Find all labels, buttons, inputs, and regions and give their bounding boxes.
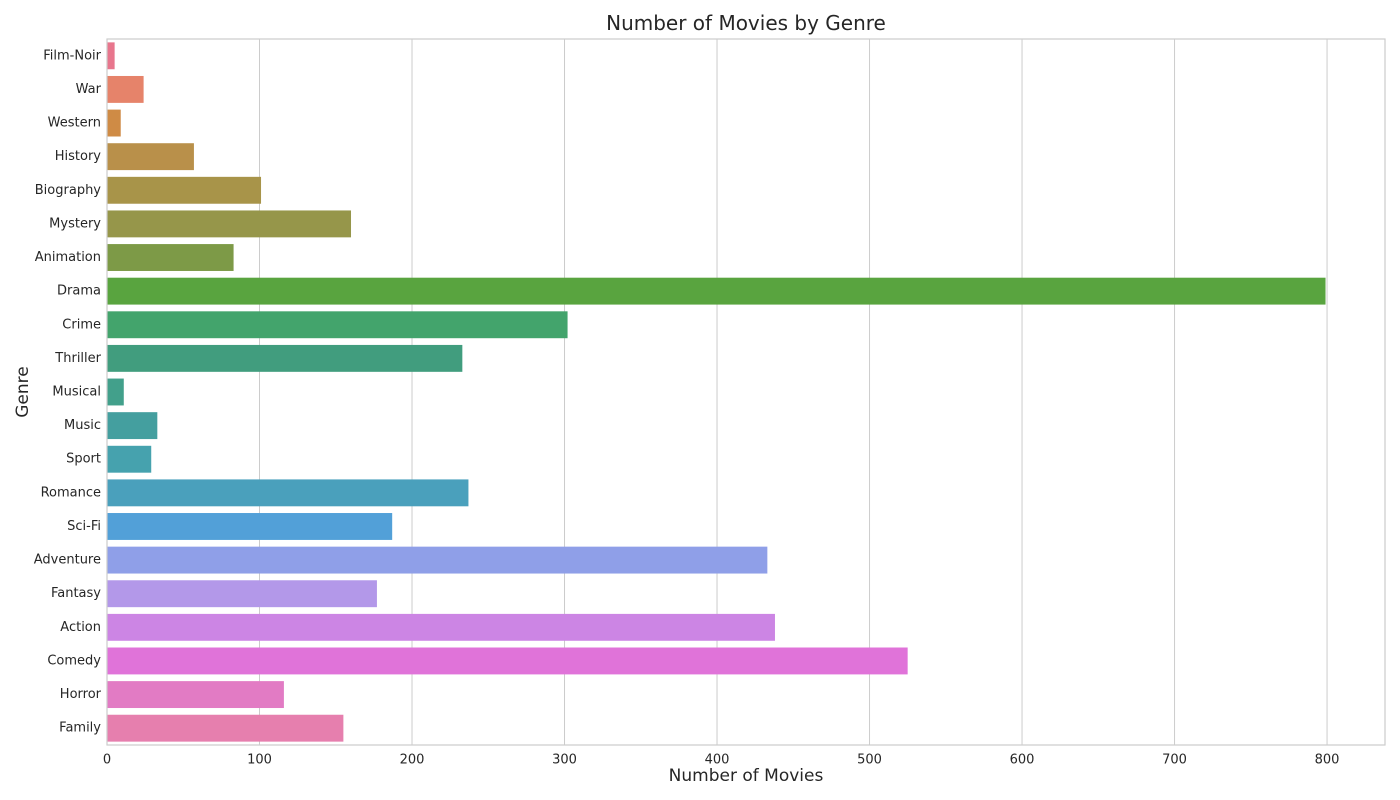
y-tick-label: Sport (66, 452, 101, 467)
bar-music (107, 412, 158, 440)
bar-war (107, 75, 144, 103)
y-tick-label: Family (59, 721, 101, 736)
y-tick-label: Film-Noir (43, 48, 101, 63)
x-tick-label: 300 (552, 753, 577, 768)
bar-crime (107, 311, 568, 339)
y-tick-label: History (55, 149, 102, 164)
y-tick-label: Romance (41, 485, 101, 500)
y-tick-label: Horror (60, 687, 102, 702)
bar-thriller (107, 344, 463, 372)
bar-film-noir (107, 42, 115, 70)
y-tick-label: Action (60, 620, 101, 635)
x-tick-label: 700 (1162, 753, 1187, 768)
x-tick-label: 0 (103, 753, 111, 768)
x-tick-label: 500 (857, 753, 882, 768)
x-tick-label: 800 (1315, 753, 1340, 768)
bar-comedy (107, 647, 908, 675)
bar-horror (107, 681, 284, 709)
x-tick-label: 600 (1010, 753, 1035, 768)
chart-title: Number of Movies by Genre (606, 11, 886, 35)
bar-mystery (107, 210, 352, 238)
y-tick-label: Sci-Fi (67, 519, 101, 534)
y-axis-label: Genre (13, 366, 33, 417)
y-tick-label: Crime (62, 317, 101, 332)
y-tick-label: Musical (52, 385, 101, 400)
x-tick-label: 100 (247, 753, 272, 768)
bars (107, 42, 1326, 742)
x-tick-labels: 0 100 200 300 400 500 600 700 800 (103, 753, 1340, 768)
y-tick-label: Mystery (49, 216, 101, 231)
y-tick-label: Drama (57, 284, 101, 299)
bar-biography (107, 176, 262, 204)
x-tick-label: 200 (400, 753, 425, 768)
x-axis-label: Number of Movies (669, 766, 824, 786)
y-tick-label: Music (64, 418, 101, 433)
y-tick-label: Comedy (47, 653, 101, 668)
bar-fantasy (107, 580, 377, 608)
y-tick-labels: Film-Noir War Western History Biography Myste… (34, 48, 102, 735)
y-tick-label: War (76, 82, 102, 97)
y-tick-label: Biography (35, 183, 102, 198)
y-tick-label: Animation (35, 250, 101, 265)
y-tick-label: Fantasy (51, 586, 101, 601)
y-tick-label: Adventure (34, 553, 101, 568)
bar-romance (107, 479, 469, 507)
bar-sci-fi (107, 513, 393, 540)
bar-musical (107, 378, 124, 406)
bar-animation (107, 244, 234, 271)
grid-lines (106, 39, 1328, 745)
bar-drama (107, 277, 1326, 305)
y-tick-label: Western (48, 116, 101, 131)
bar-western (107, 109, 121, 137)
bar-history (107, 143, 194, 171)
y-tick-label: Thriller (54, 351, 101, 366)
bar-family (107, 714, 344, 742)
bar-adventure (107, 546, 768, 574)
bar-action (107, 613, 775, 641)
bar-sport (107, 445, 152, 473)
plot-frame (106, 38, 1386, 746)
x-tick-label: 400 (705, 753, 730, 768)
